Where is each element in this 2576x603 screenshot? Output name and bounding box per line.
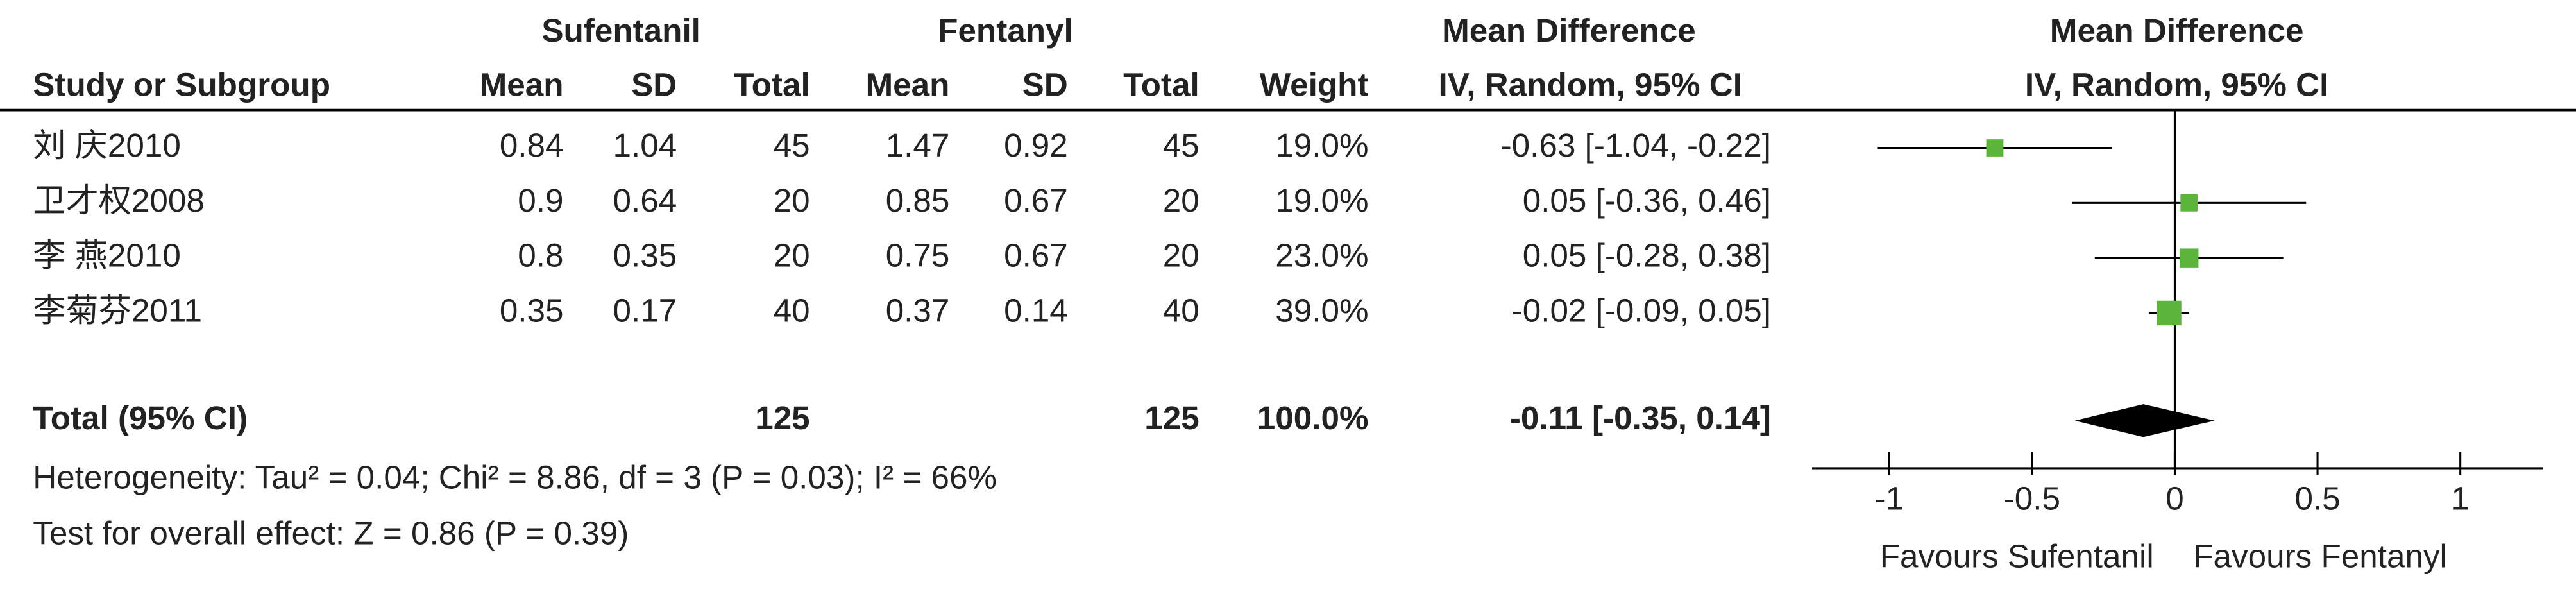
table-cell: 23.0%: [1275, 237, 1368, 274]
column-header: IV, Random, 95% CI: [2025, 66, 2328, 103]
table-cell: 20: [774, 237, 810, 274]
table-cell: 20: [1163, 182, 1199, 219]
table-cell: 1.04: [613, 127, 677, 164]
x-tick-label: 0: [2165, 480, 2184, 517]
column-header: Study or Subgroup: [33, 66, 330, 103]
table-cell: 20: [1163, 237, 1199, 274]
x-tick-label: 0.5: [2294, 480, 2340, 517]
table-cell: 40: [1163, 292, 1199, 328]
table-cell: 0.75: [886, 237, 950, 274]
table-cell: 0.35: [500, 292, 564, 328]
total-name: Total (95% CI): [33, 400, 248, 436]
table-cell: 40: [774, 292, 810, 328]
group-header: Fentanyl: [938, 12, 1073, 49]
total-cell: 125: [1144, 400, 1199, 436]
effect-marker: [2179, 248, 2199, 268]
study-name: 李 燕2010: [33, 237, 181, 274]
effect-marker: [2157, 300, 2182, 326]
table-cell: 45: [1163, 127, 1199, 164]
table-cell: 0.67: [1004, 182, 1068, 219]
table-cell: 0.14: [1004, 292, 1068, 328]
study-name: 李菊芬2011: [33, 292, 202, 328]
table-cell: 0.92: [1004, 127, 1068, 164]
group-header: Mean Difference: [2050, 12, 2304, 49]
column-header: Total: [734, 66, 810, 103]
table-cell: 19.0%: [1275, 182, 1368, 219]
column-header: SD: [1022, 66, 1068, 103]
heterogeneity: Heterogeneity: Tau² = 0.04; Chi² = 8.86,…: [33, 459, 997, 495]
table-cell: 0.8: [518, 237, 563, 274]
ci-label: 0.05 [-0.36, 0.46]: [1523, 182, 1771, 219]
ci-label: 0.05 [-0.28, 0.38]: [1523, 237, 1771, 274]
column-header: Mean: [865, 66, 949, 103]
pooled-diamond: [2074, 404, 2215, 437]
table-cell: 0.9: [518, 182, 563, 219]
table-cell: 0.35: [613, 237, 677, 274]
table-cell: 1.47: [886, 127, 950, 164]
column-header: SD: [631, 66, 677, 103]
table-cell: 0.17: [613, 292, 677, 328]
column-header: Total: [1123, 66, 1199, 103]
table-cell: 0.64: [613, 182, 677, 219]
table-cell: 19.0%: [1275, 127, 1368, 164]
x-label-right: Favours Fentanyl: [2193, 538, 2447, 574]
x-tick-label: -0.5: [2004, 480, 2060, 517]
x-tick-label: 1: [2451, 480, 2470, 517]
table-cell: 0.37: [886, 292, 950, 328]
table-cell: 45: [774, 127, 810, 164]
table-cell: 0.84: [500, 127, 564, 164]
table-cell: 0.85: [886, 182, 950, 219]
effect-marker: [2180, 194, 2198, 212]
ci-label: -0.02 [-0.09, 0.05]: [1512, 292, 1771, 328]
study-name: 卫才权2008: [33, 182, 205, 219]
table-cell: 20: [774, 182, 810, 219]
total-ci-label: -0.11 [-0.35, 0.14]: [1510, 400, 1771, 436]
group-header: Sufentanil: [541, 12, 700, 49]
study-name: 刘 庆2010: [33, 127, 181, 164]
table-cell: 0.67: [1004, 237, 1068, 274]
effect-marker: [1986, 139, 2004, 157]
ci-label: -0.63 [-1.04, -0.22]: [1501, 127, 1771, 164]
table-cell: 39.0%: [1275, 292, 1368, 328]
overall-effect: Test for overall effect: Z = 0.86 (P = 0…: [33, 515, 629, 552]
group-header: Mean Difference: [1442, 12, 1696, 49]
x-tick-label: -1: [1874, 480, 1904, 517]
column-header: Mean: [480, 66, 564, 103]
total-cell: 125: [755, 400, 809, 436]
total-cell: 100.0%: [1257, 400, 1369, 436]
column-header: Weight: [1260, 66, 1369, 103]
column-header: IV, Random, 95% CI: [1439, 66, 1742, 103]
x-label-left: Favours Sufentanil: [1880, 538, 2154, 574]
